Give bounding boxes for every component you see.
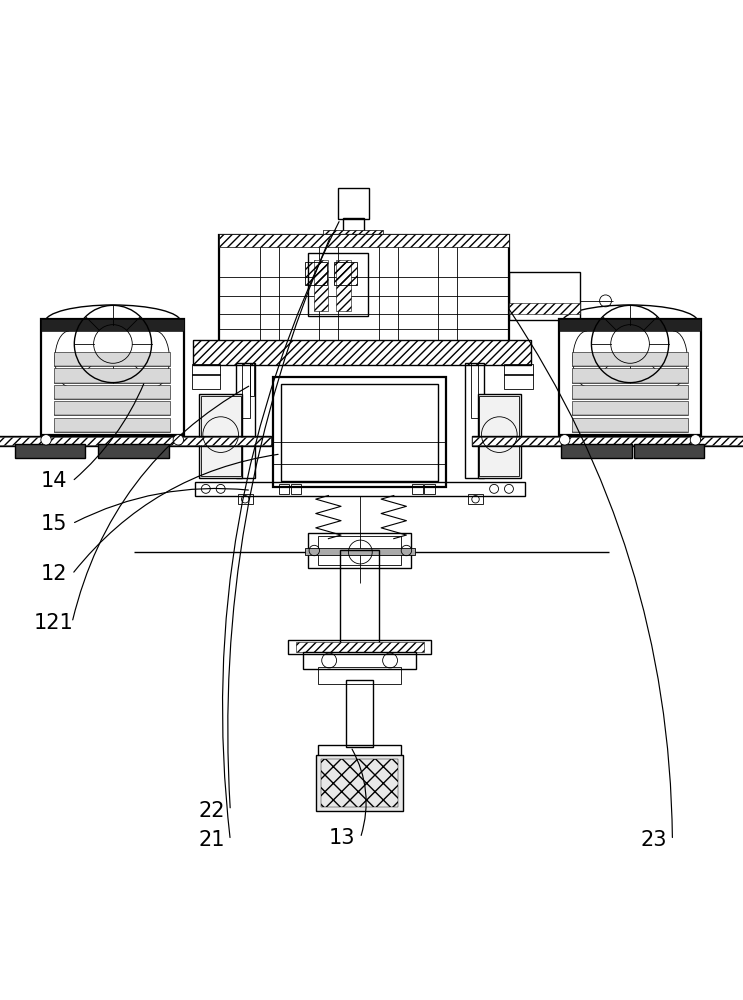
- Bar: [0, 436, 271, 446]
- Bar: [472, 436, 743, 446]
- Bar: [465, 363, 484, 478]
- Bar: [559, 319, 701, 331]
- Bar: [41, 319, 184, 435]
- Bar: [303, 652, 416, 669]
- Bar: [193, 340, 531, 365]
- Bar: [250, 363, 254, 396]
- Bar: [479, 396, 519, 476]
- Bar: [424, 484, 435, 494]
- Bar: [572, 352, 688, 366]
- Bar: [509, 303, 580, 314]
- Bar: [54, 368, 170, 383]
- Bar: [54, 352, 170, 366]
- Bar: [412, 484, 423, 494]
- Text: 15: 15: [40, 514, 67, 534]
- Bar: [559, 319, 701, 435]
- Bar: [199, 394, 242, 478]
- Bar: [323, 230, 383, 238]
- Bar: [572, 368, 688, 383]
- Bar: [195, 482, 525, 496]
- Bar: [15, 444, 85, 458]
- Bar: [54, 401, 170, 415]
- Bar: [192, 364, 220, 375]
- Bar: [41, 319, 184, 331]
- Bar: [0, 437, 271, 445]
- Bar: [219, 234, 509, 247]
- Text: 14: 14: [40, 471, 67, 491]
- Text: 13: 13: [328, 828, 355, 848]
- Bar: [219, 235, 509, 342]
- Circle shape: [559, 435, 570, 445]
- Bar: [193, 340, 531, 365]
- Bar: [572, 385, 688, 399]
- Bar: [338, 188, 369, 219]
- Bar: [318, 536, 401, 565]
- Bar: [468, 494, 483, 504]
- Text: 21: 21: [198, 830, 225, 850]
- Bar: [236, 363, 255, 478]
- Bar: [346, 680, 373, 747]
- Bar: [192, 374, 220, 389]
- Bar: [504, 364, 533, 375]
- Bar: [279, 484, 289, 494]
- Bar: [201, 396, 241, 476]
- Bar: [291, 484, 301, 494]
- Bar: [238, 494, 253, 504]
- Bar: [296, 642, 424, 652]
- Bar: [316, 755, 403, 811]
- Text: 121: 121: [33, 613, 74, 633]
- Text: 12: 12: [40, 564, 67, 584]
- Bar: [478, 394, 521, 478]
- Bar: [336, 260, 351, 311]
- Bar: [308, 253, 368, 316]
- Bar: [54, 418, 170, 432]
- Bar: [572, 418, 688, 432]
- Circle shape: [41, 435, 51, 445]
- Bar: [308, 533, 411, 568]
- Bar: [471, 363, 478, 418]
- Bar: [472, 437, 743, 445]
- Bar: [318, 667, 401, 684]
- Bar: [509, 272, 580, 320]
- Bar: [340, 550, 379, 643]
- Bar: [321, 759, 398, 807]
- Bar: [314, 260, 328, 311]
- Bar: [242, 363, 250, 418]
- Bar: [572, 401, 688, 415]
- Circle shape: [690, 435, 701, 445]
- Bar: [273, 377, 446, 487]
- Circle shape: [173, 435, 184, 445]
- Bar: [305, 548, 415, 555]
- Bar: [343, 218, 364, 233]
- Bar: [561, 444, 632, 458]
- Bar: [98, 444, 169, 458]
- Bar: [54, 385, 170, 399]
- Text: 22: 22: [198, 801, 225, 821]
- Bar: [318, 745, 401, 759]
- Bar: [305, 262, 327, 285]
- Bar: [281, 384, 438, 481]
- Text: 23: 23: [640, 830, 667, 850]
- Bar: [634, 444, 704, 458]
- Bar: [288, 640, 431, 654]
- Bar: [504, 374, 533, 389]
- Bar: [334, 262, 357, 285]
